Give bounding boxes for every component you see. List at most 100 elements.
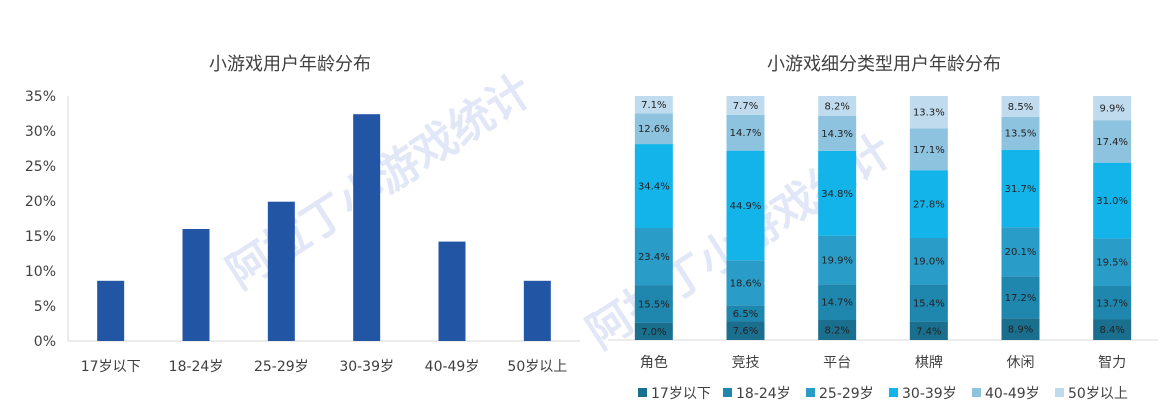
x-tick-label: 角色: [640, 354, 668, 371]
segment-data-label: 19.5%: [1096, 258, 1128, 269]
segment-data-label: 14.7%: [821, 298, 853, 309]
segment-data-label: 34.8%: [821, 189, 853, 200]
segment-data-label: 14.7%: [730, 128, 762, 139]
segment-data-label: 31.7%: [1005, 184, 1037, 195]
legend-swatch: [889, 388, 898, 397]
stacked-bar-segment: [1001, 318, 1040, 340]
stacked-bar-segment: [726, 96, 765, 115]
legend-label: 17岁以下: [651, 386, 711, 402]
bar: [182, 229, 210, 341]
legend-swatch: [723, 388, 732, 397]
y-tick-label: 30%: [25, 124, 56, 140]
segment-data-label: 31.0%: [1096, 196, 1128, 207]
legend-label: 18-24岁: [736, 386, 791, 402]
stacked-bar-segment: [818, 96, 857, 116]
bar: [267, 201, 295, 341]
x-tick-label: 智力: [1098, 355, 1126, 371]
stacked-bar-segment: [909, 321, 948, 340]
segment-data-label: 7.1%: [641, 100, 666, 111]
legend-swatch: [1055, 388, 1064, 397]
segment-data-label: 13.3%: [913, 108, 945, 119]
legend-label: 40-49岁: [985, 386, 1040, 402]
segment-data-label: 12.6%: [638, 124, 670, 135]
stacked-bar-segment: [1093, 238, 1132, 287]
legend: 17岁以下 18-24岁 25-29岁 30-39岁 40-49岁 50岁以上: [638, 386, 1128, 402]
y-tick-label: 10%: [25, 264, 56, 280]
stacked-bar-segment: [1093, 319, 1132, 340]
y-tick-label: 20%: [25, 194, 56, 210]
segment-data-label: 7.6%: [733, 326, 758, 337]
stacked-bar-segment: [1001, 227, 1040, 277]
stacked-bar-segment: [634, 144, 673, 229]
legend-swatch: [638, 388, 647, 397]
segment-data-label: 19.0%: [913, 257, 945, 268]
chart-title-2: 小游戏细分类型用户年龄分布: [767, 54, 1001, 75]
segment-data-label: 8.9%: [1008, 325, 1033, 336]
legend-label: 30-39岁: [902, 386, 957, 402]
stacked-bar-segment: [1001, 149, 1040, 228]
x-tick-label: 18-24岁: [169, 359, 224, 375]
segment-data-label: 27.8%: [913, 200, 945, 211]
stacked-bar-segment: [909, 96, 948, 129]
y-tick-label: 35%: [25, 89, 56, 105]
stacked-bar-segment: [1093, 162, 1132, 239]
chart-title: 小游戏用户年龄分布: [209, 54, 371, 75]
stacked-bar-segment: [909, 128, 948, 171]
legend-label: 25-29岁: [819, 386, 874, 402]
stacked-bar-segment: [1093, 286, 1132, 320]
segment-data-label: 7.0%: [641, 327, 666, 338]
segment-data-label: 13.7%: [1096, 298, 1128, 309]
legend-label: 50岁以上: [1068, 386, 1128, 402]
x-tick-label: 30-39岁: [339, 359, 394, 375]
stacked-bar-segment: [726, 114, 765, 151]
segment-data-label: 34.4%: [638, 182, 670, 193]
stacked-bar-segment: [818, 235, 857, 285]
stacked-bar-segment: [818, 150, 857, 236]
y-tick-label: 0%: [34, 334, 56, 350]
stacked-bar-segment: [726, 150, 765, 261]
segment-data-label: 23.4%: [638, 252, 670, 263]
bar: [353, 114, 381, 341]
stacked-bar-segment: [818, 115, 857, 151]
stacked-bar-segment: [909, 170, 948, 239]
legend-swatch: [806, 388, 815, 397]
stacked-bar-segment: [634, 228, 673, 286]
stacked-bar-segment: [634, 96, 673, 114]
stacked-bar-segment: [1093, 96, 1132, 121]
x-tick-label: 17岁以下: [81, 359, 141, 375]
stacked-bar-segment: [634, 113, 673, 145]
stacked-bar-segment: [909, 238, 948, 285]
y-tick-label: 5%: [34, 299, 56, 315]
segment-data-label: 7.7%: [733, 101, 758, 112]
segment-data-label: 6.5%: [733, 309, 758, 320]
stacked-bar-segment: [1093, 120, 1132, 163]
x-tick-label: 40-49岁: [425, 359, 480, 375]
segment-data-label: 18.6%: [730, 278, 762, 289]
stacked-bar-segment: [818, 320, 857, 340]
y-tick-label: 15%: [25, 229, 56, 245]
y-tick-label: 25%: [25, 159, 56, 175]
stacked-bar-segment: [1001, 116, 1040, 150]
x-tick-label: 休闲: [1007, 355, 1035, 371]
stacked-bar-segment: [726, 305, 765, 322]
stacked-bar-segment: [726, 321, 765, 340]
segment-data-label: 7.4%: [916, 326, 941, 337]
segment-data-label: 17.1%: [913, 145, 945, 156]
x-tick-label: 50岁以上: [507, 359, 567, 375]
age-distribution-chart: 小游戏用户年龄分布 0% 5% 10% 15% 20% 25% 30% 35% 17岁以下 18…: [25, 54, 580, 375]
segment-data-label: 17.2%: [1005, 293, 1037, 304]
segment-data-label: 8.2%: [824, 101, 849, 112]
segment-data-label: 8.4%: [1099, 325, 1124, 336]
stacked-bar-segment: [909, 284, 948, 322]
segment-data-label: 15.5%: [638, 300, 670, 311]
segment-data-label: 13.5%: [1005, 129, 1037, 140]
segment-data-label: 8.5%: [1008, 102, 1033, 113]
x-tick-label: 平台: [823, 355, 851, 371]
stacked-bar-segment: [634, 285, 673, 323]
segment-data-label: 15.4%: [913, 299, 945, 310]
category-age-distribution-chart: 小游戏细分类型用户年龄分布 7.0% 15.5% 23.4% 34.4% 12.6% 7.…: [608, 54, 1158, 402]
segment-data-label: 44.9%: [730, 201, 762, 212]
segment-data-label: 14.3%: [821, 129, 853, 140]
segment-data-label: 20.1%: [1005, 247, 1037, 258]
